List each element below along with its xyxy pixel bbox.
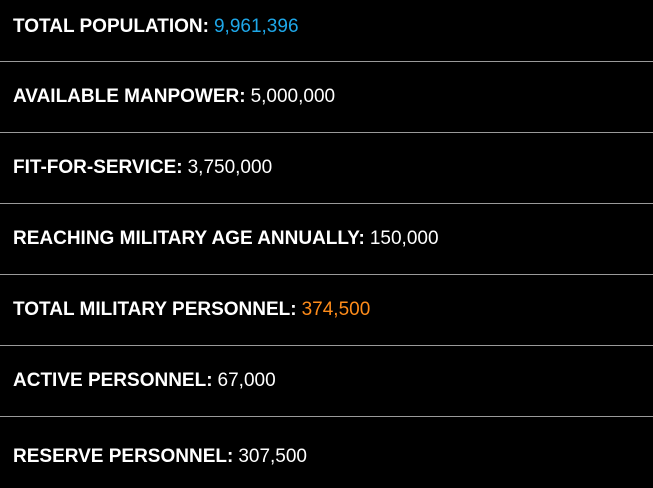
stat-row-total-population: TOTAL POPULATION: 9,961,396 (0, 0, 653, 62)
stat-value: 374,500 (301, 299, 371, 320)
stat-row-reaching-military-age: REACHING MILITARY AGE ANNUALLY: 150,000 (0, 204, 653, 275)
stat-value: 150,000 (369, 228, 439, 249)
stat-value: 67,000 (217, 370, 276, 391)
stat-label: REACHING MILITARY AGE ANNUALLY: (13, 228, 365, 249)
stat-row-reserve-personnel: RESERVE PERSONNEL: 307,500 (0, 417, 653, 488)
stat-value: 307,500 (238, 445, 307, 467)
stat-label: ACTIVE PERSONNEL: (13, 370, 213, 391)
stat-label: AVAILABLE MANPOWER: (13, 86, 246, 107)
stat-label: TOTAL POPULATION: (13, 15, 209, 37)
stat-value: 5,000,000 (250, 86, 336, 107)
stat-row-active-personnel: ACTIVE PERSONNEL: 67,000 (0, 346, 653, 417)
stat-row-total-military-personnel: TOTAL MILITARY PERSONNEL: 374,500 (0, 275, 653, 346)
stat-label: FIT-FOR-SERVICE: (13, 157, 183, 178)
stat-row-available-manpower: AVAILABLE MANPOWER: 5,000,000 (0, 62, 653, 133)
stat-row-fit-for-service: FIT-FOR-SERVICE: 3,750,000 (0, 133, 653, 204)
stat-value: 3,750,000 (187, 157, 273, 178)
stat-value: 9,961,396 (213, 15, 299, 37)
stat-label: TOTAL MILITARY PERSONNEL: (13, 299, 297, 320)
stat-label: RESERVE PERSONNEL: (13, 445, 234, 467)
